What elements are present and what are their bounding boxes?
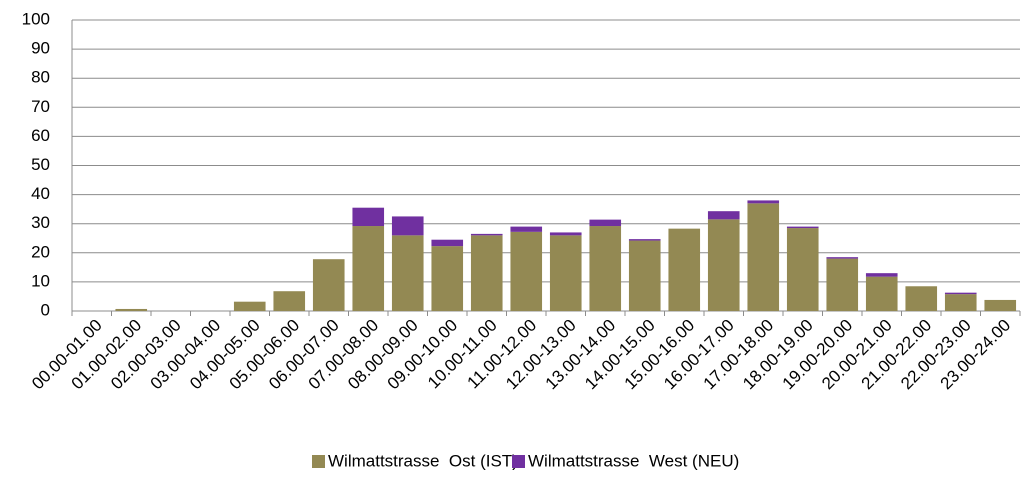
bar-segment <box>786 228 819 311</box>
bar-segment <box>549 232 582 236</box>
legend-label: Wilmattstrasse West (NEU) <box>528 451 739 470</box>
bar-segment <box>826 257 859 259</box>
bar-segment <box>944 294 977 311</box>
bar-segment <box>984 299 1017 311</box>
bar-segment <box>312 259 345 311</box>
bar-segment <box>747 203 780 311</box>
bar-segment <box>826 258 859 311</box>
y-tick-label: 100 <box>22 9 50 28</box>
bar-segment <box>115 308 148 311</box>
y-tick-label: 40 <box>31 184 50 203</box>
bar-segment <box>510 226 543 232</box>
bar-segment <box>470 233 503 236</box>
bar-segment <box>549 235 582 311</box>
y-tick-label: 90 <box>31 39 50 58</box>
bar-segment <box>431 239 464 247</box>
bar-segment <box>589 226 622 311</box>
bar-segment <box>233 301 266 311</box>
bar-segment <box>589 219 622 227</box>
bar-segment <box>391 235 424 311</box>
bar-segment <box>707 211 740 220</box>
bar-segment <box>628 239 661 241</box>
bar-segment <box>707 219 740 311</box>
bar-segment <box>431 246 464 311</box>
y-tick-label: 70 <box>31 97 50 116</box>
y-tick-label: 0 <box>41 300 50 319</box>
y-tick-label: 20 <box>31 242 50 261</box>
y-tick-label: 30 <box>31 213 50 232</box>
y-tick-label: 80 <box>31 68 50 87</box>
bar-segment <box>865 276 898 311</box>
bar-segment <box>668 228 701 311</box>
bar-segment <box>470 235 503 311</box>
bar-segment <box>786 226 819 229</box>
bar-segment <box>905 286 938 311</box>
legend-swatch <box>312 455 325 468</box>
bar-segment <box>628 240 661 311</box>
bar-segment <box>747 200 780 204</box>
y-tick-label: 10 <box>31 271 50 290</box>
legend-swatch <box>512 455 525 468</box>
bar-segment <box>352 207 385 227</box>
y-tick-label: 60 <box>31 126 50 145</box>
bar-segment <box>865 273 898 277</box>
y-tick-label: 50 <box>31 155 50 174</box>
bar-segment <box>352 226 385 311</box>
legend-label: Wilmattstrasse Ost (IST) <box>328 451 518 470</box>
bar-segment <box>273 291 306 311</box>
bar-segment <box>391 216 424 236</box>
bar-segment <box>944 292 977 295</box>
bar-segment <box>510 231 543 311</box>
